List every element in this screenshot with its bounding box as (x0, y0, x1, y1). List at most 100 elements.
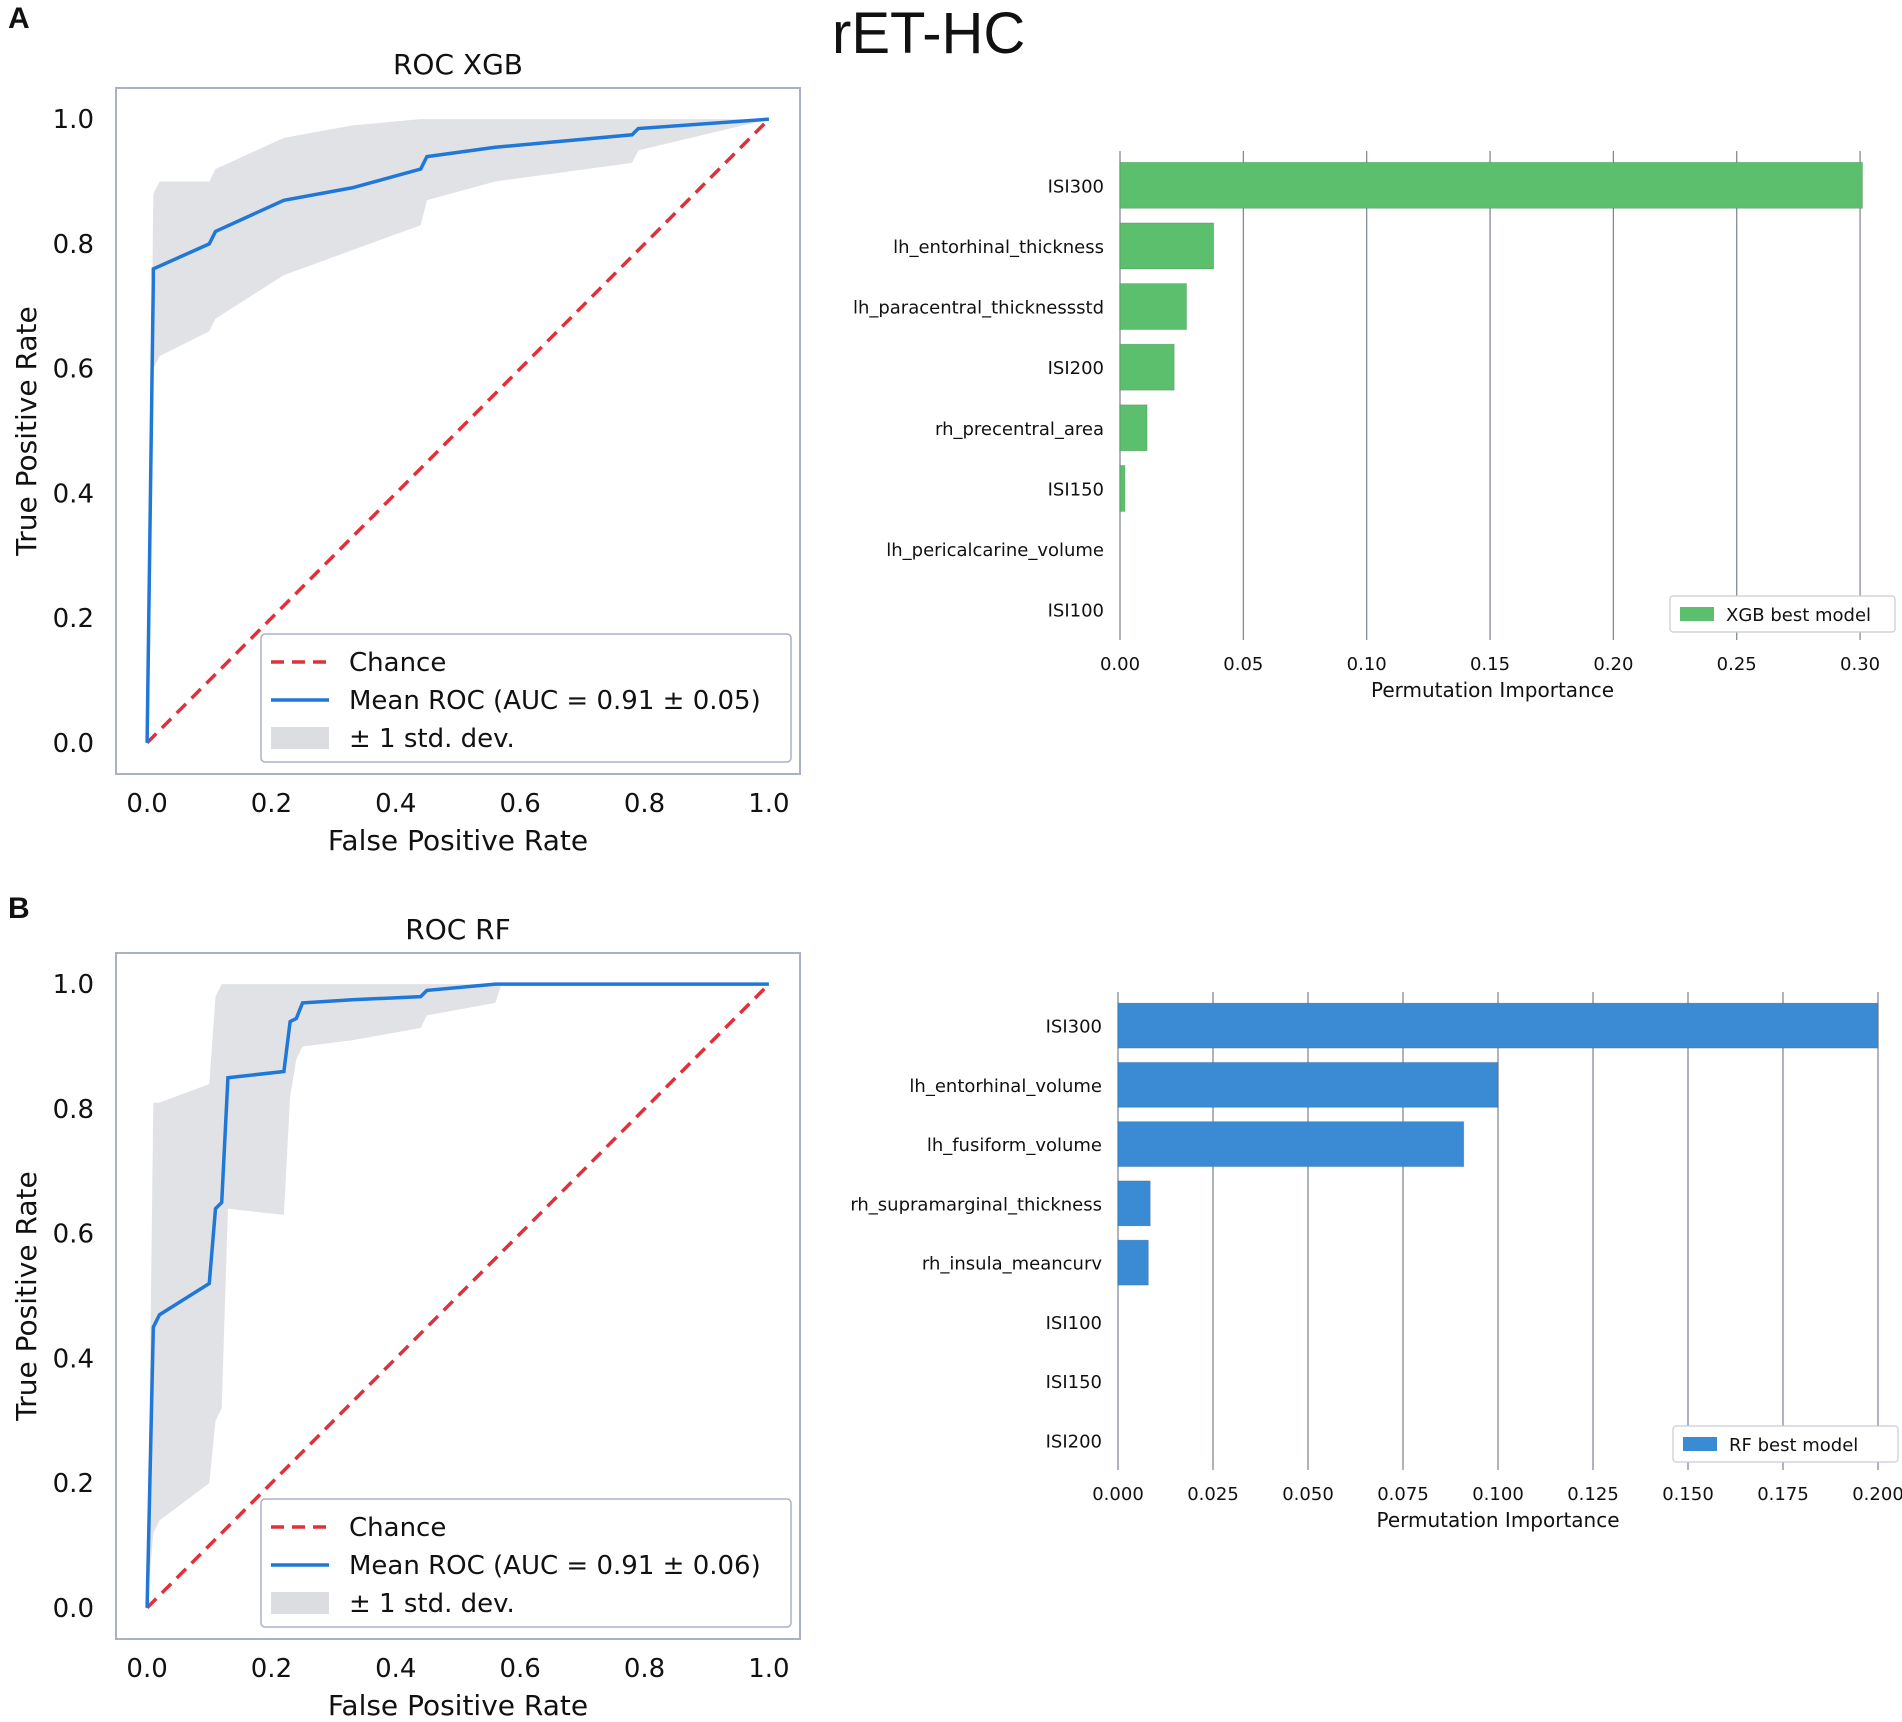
y-tick-label: 0.4 (53, 479, 94, 509)
y-tick-label: 1.0 (53, 970, 94, 1000)
legend-label: RF best model (1729, 1435, 1858, 1456)
panel-letter-b: B (8, 892, 30, 925)
roc-xgb-chart: ROC XGB 0.0 0.2 0.4 0.6 0.8 1.0 0.0 0.2 0.4 0.6 0.8… (10, 48, 801, 857)
x-tick-label: 0.0 (126, 1654, 167, 1684)
category-label: ISI150 (1048, 479, 1104, 500)
chart-title: ROC RF (405, 913, 511, 946)
x-tick-label: 0.075 (1377, 1484, 1429, 1505)
bar (1119, 161, 1864, 209)
x-tick-label: 0.100 (1472, 1484, 1524, 1505)
x-tick-label: 0.30 (1840, 654, 1880, 675)
legend-label: ± 1 std. dev. (349, 724, 515, 754)
bar (1119, 283, 1188, 331)
x-tick-label: 0.6 (500, 789, 541, 819)
legend-label: Mean ROC (AUC = 0.91 ± 0.06) (349, 1551, 761, 1581)
legend-swatch (1680, 607, 1714, 621)
x-tick-label: 0.10 (1347, 654, 1387, 675)
y-axis-label: True Positive Rate (10, 306, 43, 556)
legend-label: Mean ROC (AUC = 0.91 ± 0.05) (349, 686, 761, 716)
std-dev-band (147, 119, 769, 743)
category-label: ISI100 (1048, 601, 1104, 622)
category-label: lh_fusiform_volume (927, 1135, 1102, 1156)
x-tick-label: 0.15 (1470, 654, 1510, 675)
category-label: rh_insula_meancurv (922, 1254, 1102, 1275)
legend-label: ± 1 std. dev. (349, 1589, 515, 1619)
x-tick-label: 0.125 (1567, 1484, 1619, 1505)
category-label: rh_precentral_area (935, 419, 1104, 440)
y-tick-label: 0.0 (53, 729, 94, 759)
y-tick-label: 0.8 (53, 1095, 94, 1125)
x-tick-label: 0.0 (126, 789, 167, 819)
legend-band-swatch (271, 727, 329, 749)
roc-rf-chart: ROC RF 0.0 0.2 0.4 0.6 0.8 1.0 0.0 0.2 0.4 0.6 0.8 1… (10, 913, 801, 1722)
category-label: ISI100 (1046, 1313, 1102, 1334)
importance-rf-chart: ISI300 lh_entorhinal_volume lh_fusiform_vo… (850, 992, 1902, 1532)
mean-roc-line (145, 982, 769, 1608)
mean-roc-line (145, 117, 770, 743)
legend-label: XGB best model (1726, 605, 1871, 626)
legend-box (260, 633, 792, 763)
x-tick-label: 0.8 (624, 1654, 665, 1684)
x-tick-label: 0.4 (375, 1654, 416, 1684)
x-axis-label: Permutation Importance (1371, 678, 1614, 702)
bar (1117, 1002, 1879, 1049)
bar (1119, 464, 1126, 512)
x-tick-label: 0.025 (1187, 1484, 1239, 1505)
category-label: lh_pericalcarine_volume (886, 540, 1104, 561)
x-tick-label: 1.0 (748, 789, 789, 819)
y-axis-label: True Positive Rate (10, 1171, 43, 1421)
figure-title: rET-HC (832, 1, 1026, 66)
y-tick-label: 1.0 (53, 105, 94, 135)
category-label: rh_supramarginal_thickness (850, 1194, 1102, 1215)
x-tick-label: 0.200 (1852, 1484, 1902, 1505)
bar (1117, 1061, 1499, 1108)
x-tick-label: 0.20 (1593, 654, 1633, 675)
x-tick-label: 0.175 (1757, 1484, 1809, 1505)
importance-xgb-chart: ISI300 lh_entorhinal_thickness lh_paracent… (853, 151, 1896, 702)
legend-band-swatch (271, 1592, 329, 1614)
legend-label: Chance (349, 648, 446, 678)
y-tick-label: 0.6 (53, 355, 94, 385)
x-axis-label: Permutation Importance (1376, 1508, 1619, 1532)
category-label: ISI150 (1046, 1372, 1102, 1393)
category-label: lh_entorhinal_volume (909, 1076, 1102, 1097)
legend-swatch (1683, 1437, 1717, 1451)
legend-box (1672, 1425, 1899, 1463)
x-tick-label: 0.25 (1717, 654, 1757, 675)
category-label: lh_entorhinal_thickness (893, 237, 1104, 258)
panel-letter-a: A (8, 2, 30, 35)
category-label: ISI200 (1046, 1431, 1102, 1452)
x-tick-label: 0.6 (500, 1654, 541, 1684)
category-label: ISI300 (1046, 1017, 1102, 1038)
bar (1117, 1121, 1465, 1168)
x-tick-label: 0.000 (1092, 1484, 1144, 1505)
legend-box (260, 1498, 792, 1628)
x-axis-label: False Positive Rate (328, 1689, 588, 1722)
legend-box (1669, 595, 1896, 633)
chart-title: ROC XGB (393, 48, 523, 81)
axes-frame (115, 952, 801, 1640)
bar (1119, 343, 1175, 391)
category-label: ISI200 (1048, 358, 1104, 379)
y-tick-label: 0.2 (53, 604, 94, 634)
x-tick-label: 0.150 (1662, 1484, 1714, 1505)
x-tick-label: 0.4 (375, 789, 416, 819)
y-tick-label: 0.6 (53, 1220, 94, 1250)
x-axis-label: False Positive Rate (328, 824, 588, 857)
x-tick-label: 1.0 (748, 1654, 789, 1684)
category-label: ISI300 (1048, 176, 1104, 197)
bar (1117, 1239, 1149, 1286)
y-tick-label: 0.0 (53, 1594, 94, 1624)
y-tick-label: 0.8 (53, 230, 94, 260)
bar (1119, 404, 1148, 452)
y-tick-label: 0.4 (53, 1344, 94, 1374)
x-tick-label: 0.050 (1282, 1484, 1334, 1505)
bar (1119, 222, 1215, 270)
x-tick-label: 0.8 (624, 789, 665, 819)
y-tick-label: 0.2 (53, 1469, 94, 1499)
category-label: lh_paracentral_thicknessstd (853, 298, 1104, 319)
x-tick-label: 0.2 (251, 789, 292, 819)
legend-label: Chance (349, 1513, 446, 1543)
x-tick-label: 0.00 (1100, 654, 1140, 675)
x-tick-label: 0.2 (251, 1654, 292, 1684)
